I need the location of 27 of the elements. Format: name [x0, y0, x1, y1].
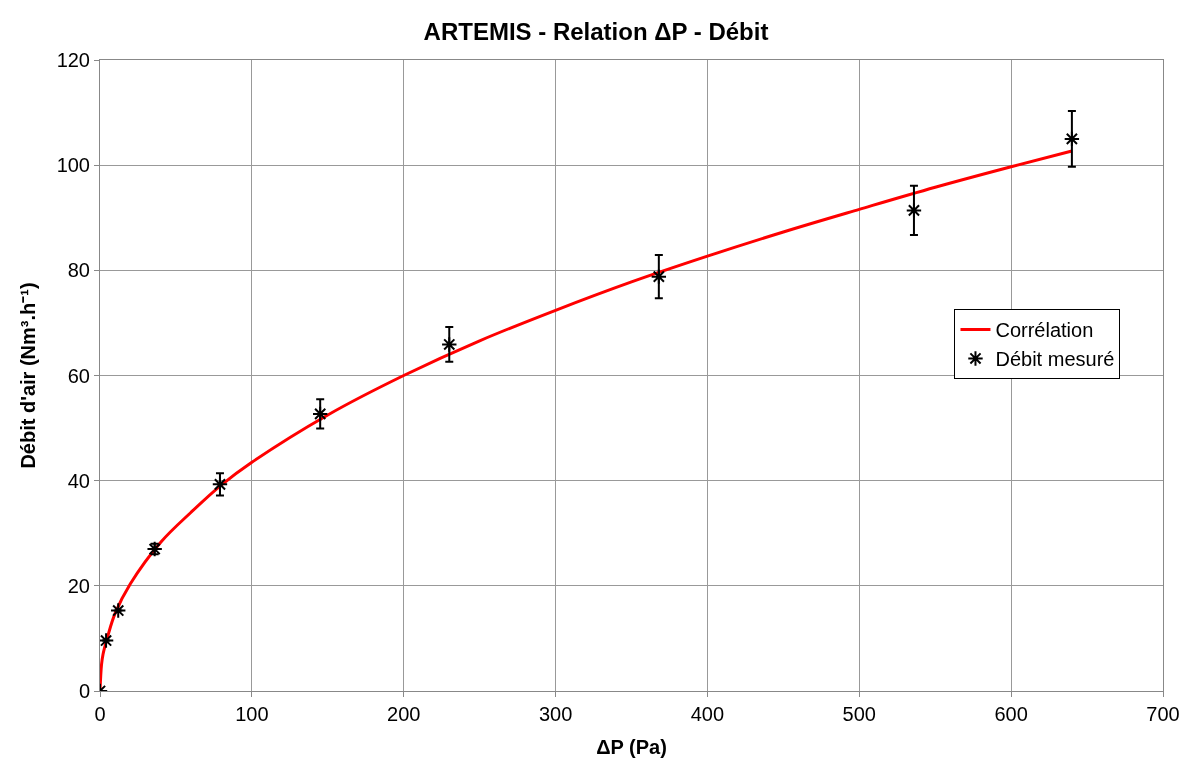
point [211, 476, 229, 493]
x-tick-label: 100 [235, 703, 269, 725]
point [1063, 130, 1081, 148]
y-tick-label: 20 [67, 574, 90, 597]
x-tick-label: 500 [842, 703, 876, 725]
y-tick-label: 0 [78, 680, 90, 702]
point [311, 405, 329, 423]
y-tick-label: 80 [67, 259, 90, 282]
point [905, 202, 923, 219]
y-tick-label: 40 [67, 469, 90, 492]
x-tick-label: 300 [538, 703, 573, 725]
x-axis-title: ΔP (Pa) [596, 735, 667, 758]
point [110, 602, 127, 619]
legend-label: Corrélation [995, 319, 1094, 342]
point [650, 268, 668, 285]
y-tick-label: 120 [56, 49, 90, 71]
x-tick-label: 0 [94, 703, 106, 725]
y-tick-label: 60 [67, 364, 90, 387]
x-tick-label: 400 [690, 703, 725, 725]
y-axis-title: Débit d'air (Nm³.h⁻¹) [17, 282, 40, 469]
y-tick-label: 100 [56, 154, 90, 177]
chart-title: ARTEMIS - Relation ΔP - Débit [423, 17, 769, 45]
point [441, 336, 458, 353]
x-tick-label: 700 [1146, 703, 1180, 725]
x-tick-label: 600 [994, 703, 1028, 725]
x-tick-label: 200 [387, 703, 421, 725]
legend-label: Débit mesuré [995, 348, 1115, 371]
